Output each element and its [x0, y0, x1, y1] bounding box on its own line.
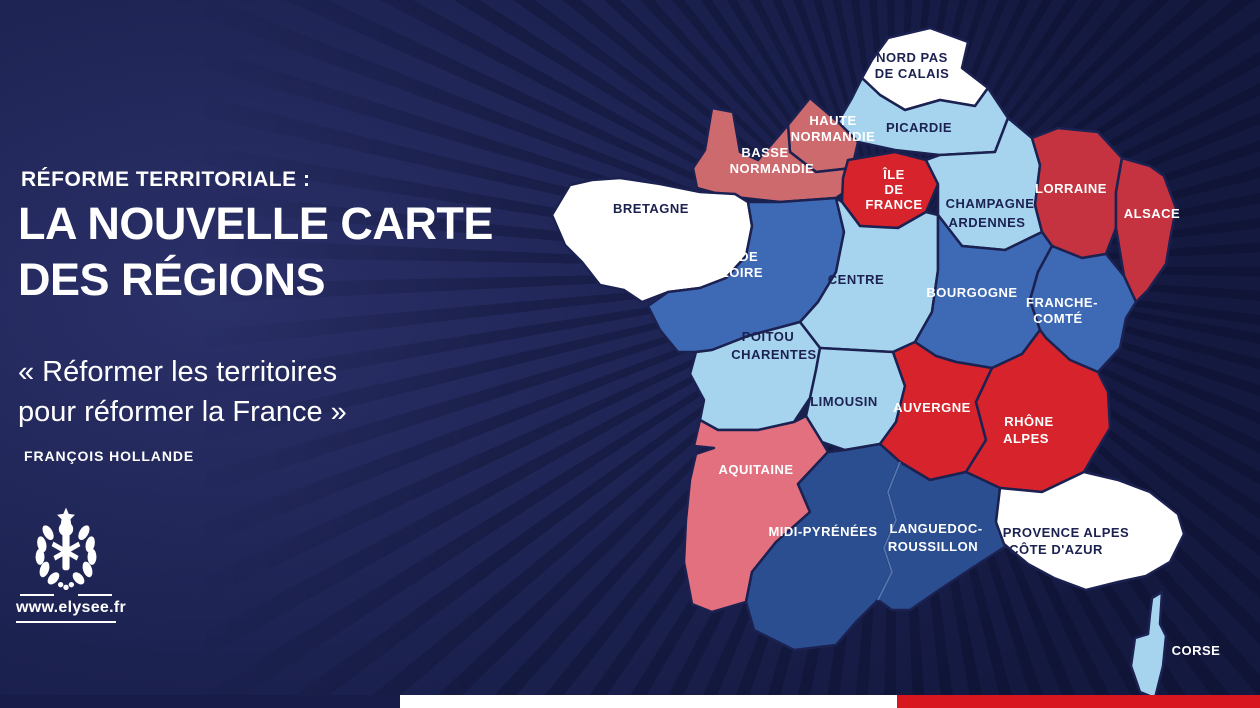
region-label-auvergne: AUVERGNE [893, 400, 971, 415]
left-panel: RÉFORME TERRITORIALE : LA NOUVELLE CARTE… [0, 0, 560, 708]
flag-bar-white [400, 695, 897, 708]
region-alsace [1114, 156, 1178, 304]
region-label-pays-de-la-loire: PAYS DE LA LOIRE [699, 249, 763, 280]
page-title-line-1: LA NOUVELLE CARTE [18, 198, 493, 249]
elysee-emblem-icon [35, 507, 97, 590]
region-label-rhone-alpes: RHÔNE ALPES [1003, 414, 1054, 446]
flag-bar-red [897, 695, 1260, 708]
website-underline [16, 621, 116, 623]
region-label-languedoc-roussillon: LANGUEDOC-ROUSSILLON [888, 521, 983, 554]
region-label-bretagne: BRETAGNE [613, 201, 689, 216]
region-picardie [836, 76, 1010, 157]
page-title-line-2: DES RÉGIONS [18, 254, 326, 305]
website-link[interactable]: www.elysee.fr [16, 599, 127, 616]
region-label-midi-pyrenees: MIDI-PYRÉNÉES [768, 524, 877, 539]
flag-bar-blue [0, 695, 400, 708]
quote-author: FRANÇOIS HOLLANDE [24, 448, 195, 464]
region-rhone-alpes [964, 328, 1112, 494]
region-label-lorraine: LORRAINE [1035, 181, 1107, 196]
region-label-bourgogne: BOURGOGNE [926, 285, 1017, 300]
region-label-limousin: LIMOUSIN [810, 394, 878, 409]
region-corse [1129, 590, 1168, 700]
region-label-aquitaine: AQUITAINE [718, 462, 793, 477]
region-languedoc-roussillon [876, 460, 1008, 612]
region-provence-alpes-cote-d-azur [994, 470, 1186, 592]
region-basse-normandie [691, 106, 858, 204]
region-label-poitou-charentes: POITOU CHARENTES [731, 329, 816, 362]
region-franche-comte [1028, 244, 1138, 374]
quote-line-1: « Réformer les territoires [18, 356, 338, 388]
logo-divider [20, 594, 112, 596]
region-label-corse: CORSE [1172, 643, 1221, 658]
kicker: RÉFORME TERRITORIALE : [21, 168, 311, 191]
region-label-champagne-ardennes: CHAMPAGNE ARDENNES [946, 196, 1035, 230]
quote-line-2: pour réformer la France » [18, 396, 347, 428]
region-label-haute-normandie: HAUTE NORMANDIE [791, 113, 876, 144]
region-label-picardie: PICARDIE [886, 120, 952, 135]
elysee-logo-block: www.elysee.fr [16, 504, 127, 623]
region-label-ile-de-france: ÎLE DE FRANCE [865, 167, 922, 212]
page-title: LA NOUVELLE CARTE DES RÉGIONS [18, 196, 493, 308]
region-label-centre: CENTRE [828, 272, 884, 287]
region-label-nord-pas-de-calais: NORD PAS DE CALAIS [875, 50, 950, 81]
region-label-basse-normandie: BASSE NORMANDIE [730, 145, 815, 176]
region-label-alsace: ALSACE [1124, 206, 1180, 221]
region-label-franche-comte: FRANCHE-COMTÉ [1026, 295, 1098, 326]
quote: « Réformer les territoires pour réformer… [18, 352, 347, 432]
internal-border-midi-languedoc [877, 461, 901, 601]
region-label-provence-alpes-cote-d-azur: PROVENCE ALPES CÔTE D'AZUR [1003, 525, 1129, 557]
